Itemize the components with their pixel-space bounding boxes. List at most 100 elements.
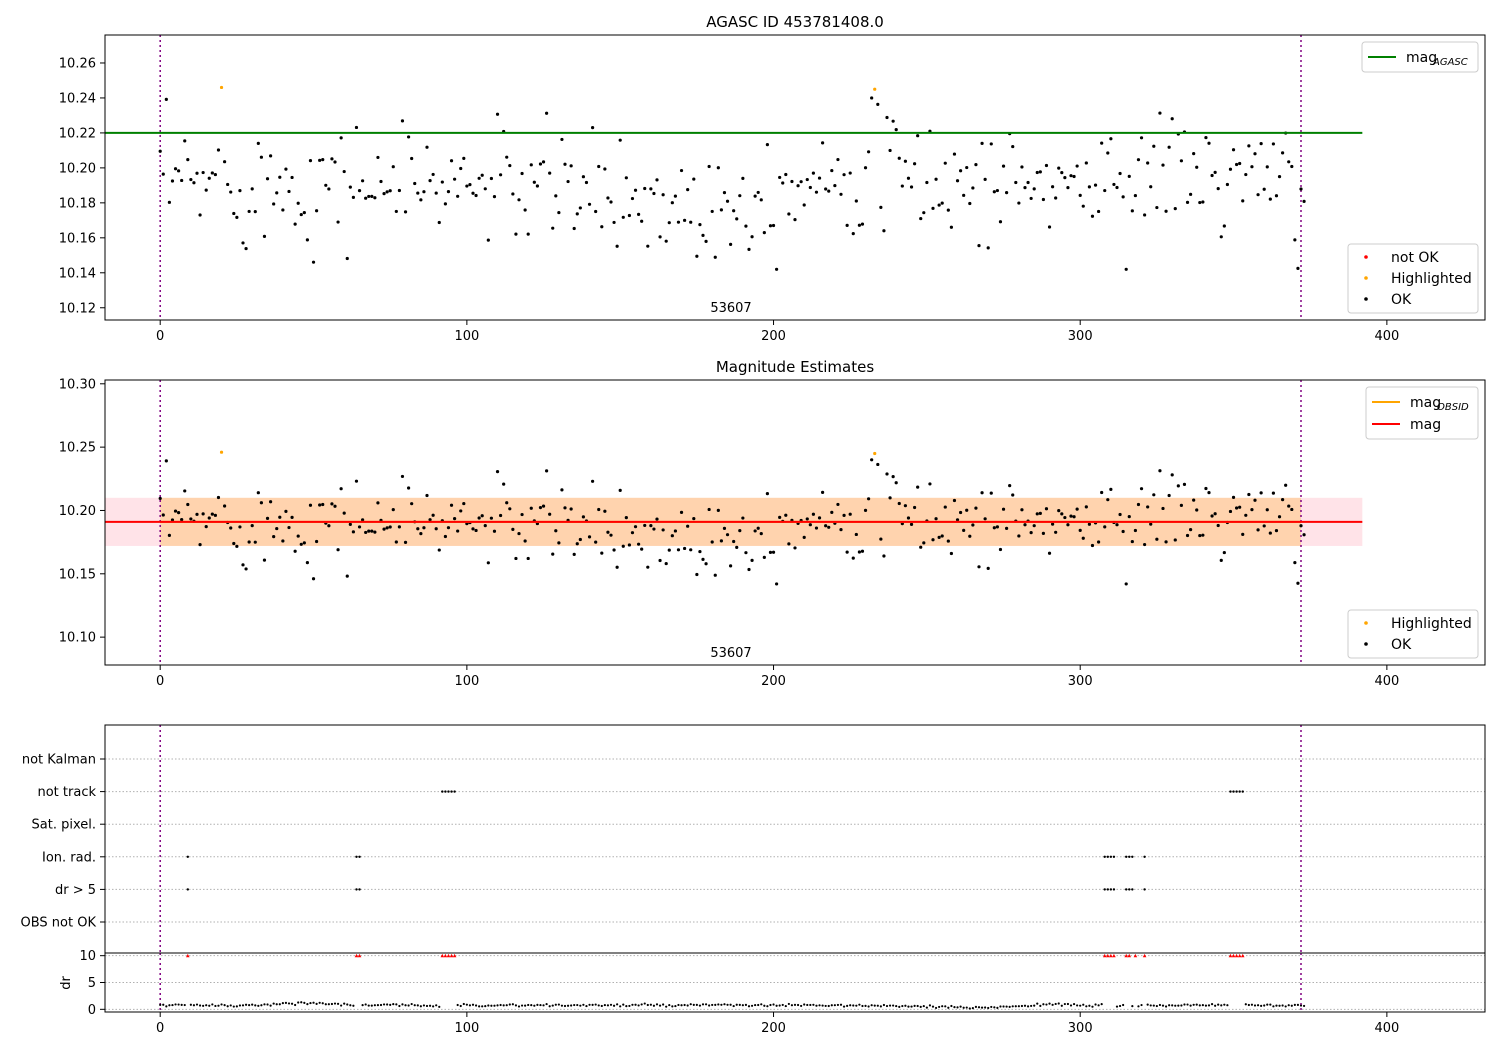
ok-point (422, 190, 426, 194)
legend-marker (1364, 621, 1368, 625)
dr-point (913, 1004, 916, 1008)
ok-point (646, 244, 650, 248)
legend-marker (1364, 276, 1368, 280)
dr-point (655, 1003, 659, 1006)
ok-point (909, 522, 914, 526)
dr-point (548, 1005, 551, 1008)
dr-point (735, 1003, 738, 1006)
ok-point (670, 534, 674, 538)
ok-point (1302, 199, 1306, 203)
dr-point (251, 1003, 254, 1006)
ok-point (1032, 524, 1036, 528)
ok-point (946, 539, 950, 543)
ok-point (382, 192, 386, 196)
ok-point (333, 504, 337, 508)
ok-point (523, 208, 527, 212)
dr-point (649, 1003, 652, 1006)
ok-point (198, 542, 202, 547)
ok-point (1029, 196, 1033, 201)
ok-point (223, 504, 227, 508)
dr-point (514, 1004, 518, 1007)
dr-point (741, 1004, 744, 1007)
dr-point (174, 1003, 177, 1006)
dr-point (852, 1004, 855, 1007)
ok-point (284, 509, 288, 513)
ok-point (1011, 493, 1015, 497)
dr-point (1051, 1003, 1054, 1006)
ok-point (207, 516, 211, 520)
ok-point (817, 176, 822, 180)
dr-point (545, 1002, 548, 1006)
y-tick-label: 10 (79, 949, 96, 964)
dr-point (287, 1002, 291, 1005)
ok-point (269, 154, 273, 158)
legend-marker (1364, 297, 1368, 301)
ok-point (440, 180, 444, 184)
ok-point (640, 547, 644, 551)
ok-point (1262, 187, 1266, 191)
ok-point (1100, 141, 1104, 145)
dr-point (646, 1003, 649, 1007)
ok-point (716, 166, 720, 170)
ok-point (453, 517, 457, 521)
ok-point (195, 512, 199, 516)
y-tick-label: 10.26 (59, 56, 96, 71)
ok-point (744, 224, 748, 228)
dr-point (919, 1005, 922, 1008)
ok-point (327, 187, 331, 191)
ok-point (759, 532, 763, 536)
dr-point (214, 1004, 217, 1008)
ok-point (1054, 196, 1058, 200)
dr-point (487, 1004, 490, 1007)
dr-point (980, 1006, 984, 1009)
y-tick-label: 10.25 (59, 441, 96, 456)
ok-point (719, 208, 724, 212)
ok-point (977, 565, 981, 569)
ok-point (1201, 200, 1205, 204)
dr-point (1260, 1004, 1263, 1007)
ok-point (244, 246, 248, 251)
ok-point (640, 219, 644, 223)
dr-point (1020, 1004, 1024, 1008)
dr-point (987, 1006, 990, 1010)
dr-point (864, 1004, 867, 1007)
ok-point (1124, 582, 1128, 586)
ok-point (894, 481, 898, 485)
dr-point (1042, 1003, 1045, 1006)
ok-point (431, 172, 435, 177)
ok-point (903, 159, 908, 163)
flag-point (1241, 790, 1244, 793)
ok-point (545, 469, 549, 473)
dr-clipped-marker (452, 953, 457, 958)
dr-point (711, 1003, 714, 1007)
ok-point (992, 526, 996, 530)
ok-point (538, 162, 543, 166)
ok-point (753, 529, 757, 533)
ok-point (624, 516, 628, 520)
dr-point (229, 1004, 232, 1007)
dr-point (330, 1002, 334, 1006)
ok-point (541, 504, 546, 508)
ok-point (1164, 540, 1168, 544)
dr-point (520, 1004, 524, 1007)
ok-point (281, 208, 285, 212)
ok-point (1262, 524, 1266, 528)
ok-point (324, 183, 328, 187)
ok-point (259, 155, 263, 159)
dr-point (999, 1005, 1002, 1008)
dr-point (220, 1003, 223, 1006)
ok-point (811, 512, 816, 516)
dr-point (941, 1005, 944, 1008)
ok-point (1133, 528, 1137, 533)
ok-point (336, 548, 340, 552)
dr-point (367, 1004, 370, 1007)
ok-point (919, 216, 923, 221)
dr-point (723, 1003, 726, 1006)
ok-point (735, 217, 739, 221)
ok-point (1069, 174, 1073, 178)
dr-point (1069, 1004, 1073, 1007)
dr-point (202, 1004, 205, 1007)
dr-point (349, 1004, 352, 1007)
ok-point (775, 582, 779, 586)
